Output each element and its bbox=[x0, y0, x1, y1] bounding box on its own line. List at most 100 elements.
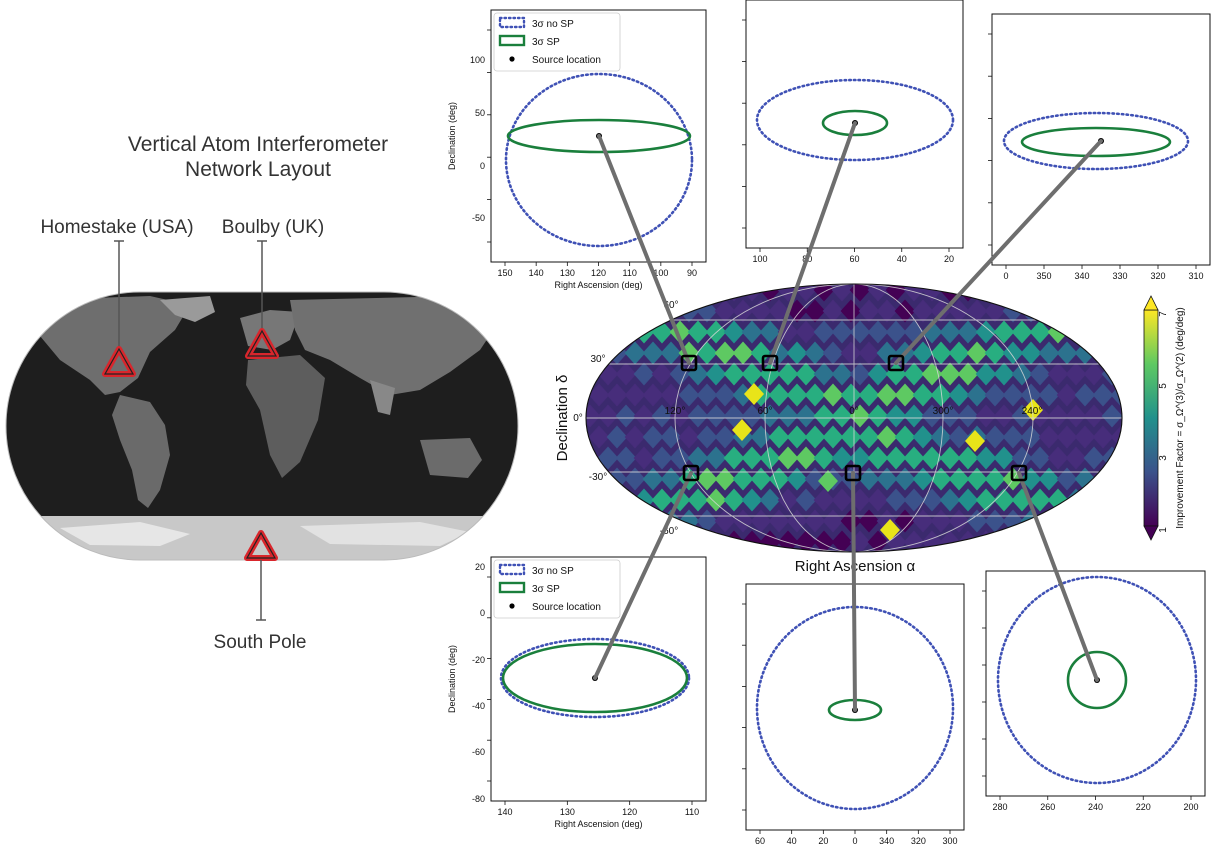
sky-pixel bbox=[588, 425, 610, 449]
site-label-south-pole: South Pole bbox=[214, 632, 307, 653]
sky-pixel bbox=[606, 509, 628, 533]
sky-pixel bbox=[696, 467, 718, 491]
sky-pixel bbox=[804, 383, 826, 407]
sky-pixel bbox=[975, 362, 997, 386]
sky-pixel bbox=[741, 404, 763, 428]
x-tick-label: 340 bbox=[1074, 271, 1089, 281]
site-label-boulby: Boulby (UK) bbox=[222, 217, 324, 238]
sky-pixel bbox=[984, 467, 1006, 491]
sky-source-marker bbox=[682, 464, 700, 482]
sky-pixel bbox=[777, 446, 799, 470]
sky-pixel bbox=[759, 320, 781, 344]
colorbar-max-extend bbox=[1143, 295, 1159, 311]
ellipse-3sigma-sp bbox=[1066, 650, 1128, 710]
colorbar-min-extend bbox=[1143, 525, 1159, 541]
sky-pixel bbox=[885, 446, 907, 470]
sky-pixel bbox=[606, 425, 628, 449]
sky-pixel bbox=[1101, 488, 1122, 512]
dec-tick-30: 30° bbox=[590, 354, 605, 365]
x-tick-label: 150 bbox=[497, 268, 512, 278]
sky-pixel bbox=[876, 467, 898, 491]
x-tick-label: 0 bbox=[1003, 271, 1008, 281]
ellipse-3sigma-no-sp bbox=[504, 72, 694, 248]
sky-pixel bbox=[849, 362, 871, 386]
sky-pixel bbox=[975, 488, 997, 512]
sky-pixel bbox=[687, 284, 709, 302]
sky-pixel bbox=[912, 383, 934, 407]
y-tick-label: 20 bbox=[475, 562, 485, 572]
y-tick-label: -40 bbox=[472, 701, 485, 711]
inset-frame bbox=[985, 570, 1206, 797]
x-tick-label: 100 bbox=[752, 254, 767, 264]
inset-panel-top-left: 150 140 130 120 110 100 90 100 0 50 -50 Declination… bbox=[447, 9, 707, 290]
sky-pixel bbox=[633, 362, 655, 386]
sky-pixel bbox=[894, 509, 916, 533]
y-tick-label: 100 bbox=[470, 55, 485, 65]
sky-pixel bbox=[723, 488, 745, 512]
sky-pixel bbox=[1011, 284, 1033, 302]
connector-line bbox=[894, 139, 1103, 365]
x-tick-label: 260 bbox=[1040, 802, 1055, 812]
sky-pixel bbox=[1092, 425, 1114, 449]
sky-pixel bbox=[966, 299, 988, 323]
sky-pixel bbox=[642, 467, 664, 491]
sky-pixel bbox=[993, 530, 1015, 552]
sky-pixel bbox=[813, 446, 835, 470]
inset-panel-bottom-right: 280 260 240 220 200 bbox=[982, 570, 1206, 812]
sky-pixel bbox=[813, 362, 835, 386]
sky-pixel bbox=[957, 404, 979, 428]
ellipse-3sigma-sp bbox=[501, 642, 689, 714]
sky-pixel bbox=[651, 446, 673, 470]
sky-pixel bbox=[813, 530, 835, 552]
sky-pixel bbox=[1011, 362, 1033, 386]
sky-pixel bbox=[831, 404, 853, 428]
sky-pixel bbox=[894, 467, 916, 491]
sky-pixel bbox=[831, 488, 853, 512]
sky-pixel bbox=[1038, 467, 1060, 491]
sky-pixel bbox=[1092, 509, 1114, 533]
sky-pixel bbox=[768, 425, 790, 449]
sky-pixel bbox=[948, 467, 970, 491]
sky-pixel bbox=[885, 488, 907, 512]
sky-pixel bbox=[1101, 404, 1122, 428]
sky-pixel bbox=[777, 404, 799, 428]
sky-pixel bbox=[1110, 509, 1122, 533]
sky-pixel bbox=[975, 446, 997, 470]
sky-pixel bbox=[795, 446, 817, 470]
sky-pixel bbox=[1011, 530, 1033, 552]
x-tick-label: 20 bbox=[944, 254, 954, 264]
sky-pixel bbox=[1029, 488, 1051, 512]
sky-pixel bbox=[993, 320, 1015, 344]
sky-source-marker bbox=[887, 354, 905, 372]
sky-pixel bbox=[586, 320, 601, 344]
x-tick-label: 120 bbox=[622, 807, 637, 817]
sky-hotspot bbox=[744, 383, 764, 405]
sky-pixel bbox=[741, 320, 763, 344]
sky-pixel bbox=[660, 383, 682, 407]
sky-pixel bbox=[597, 488, 619, 512]
sky-pixel bbox=[714, 299, 736, 323]
colorbar-tick-1: 1 bbox=[1158, 527, 1169, 533]
sky-pixel bbox=[741, 362, 763, 386]
sky-pixel bbox=[867, 446, 889, 470]
inset-legend: 3σ no SP 3σ SP Source location bbox=[493, 559, 621, 619]
ellipse-3sigma-sp bbox=[506, 118, 692, 154]
legend-box bbox=[493, 559, 621, 619]
ra-tick-300: 300° bbox=[933, 406, 954, 417]
sky-pixel bbox=[660, 467, 682, 491]
sky-pixel bbox=[858, 425, 880, 449]
sky-pixel bbox=[786, 467, 808, 491]
sky-map: 60° 30° 0° -30° -60° 120° 60° 0° 300° 24… bbox=[554, 283, 1123, 575]
x-tick-label: 320 bbox=[1150, 271, 1165, 281]
x-tick-label: 140 bbox=[529, 268, 544, 278]
sky-pixel bbox=[984, 383, 1006, 407]
legend-label-no-sp: 3σ no SP bbox=[532, 566, 574, 577]
sky-pixel bbox=[957, 446, 979, 470]
sky-pixel bbox=[597, 530, 619, 552]
sky-pixel bbox=[939, 320, 961, 344]
x-tick-label: 310 bbox=[1188, 271, 1203, 281]
sky-pixel bbox=[795, 320, 817, 344]
sky-pixel bbox=[1047, 446, 1069, 470]
y-tick-label: 0 bbox=[480, 161, 485, 171]
